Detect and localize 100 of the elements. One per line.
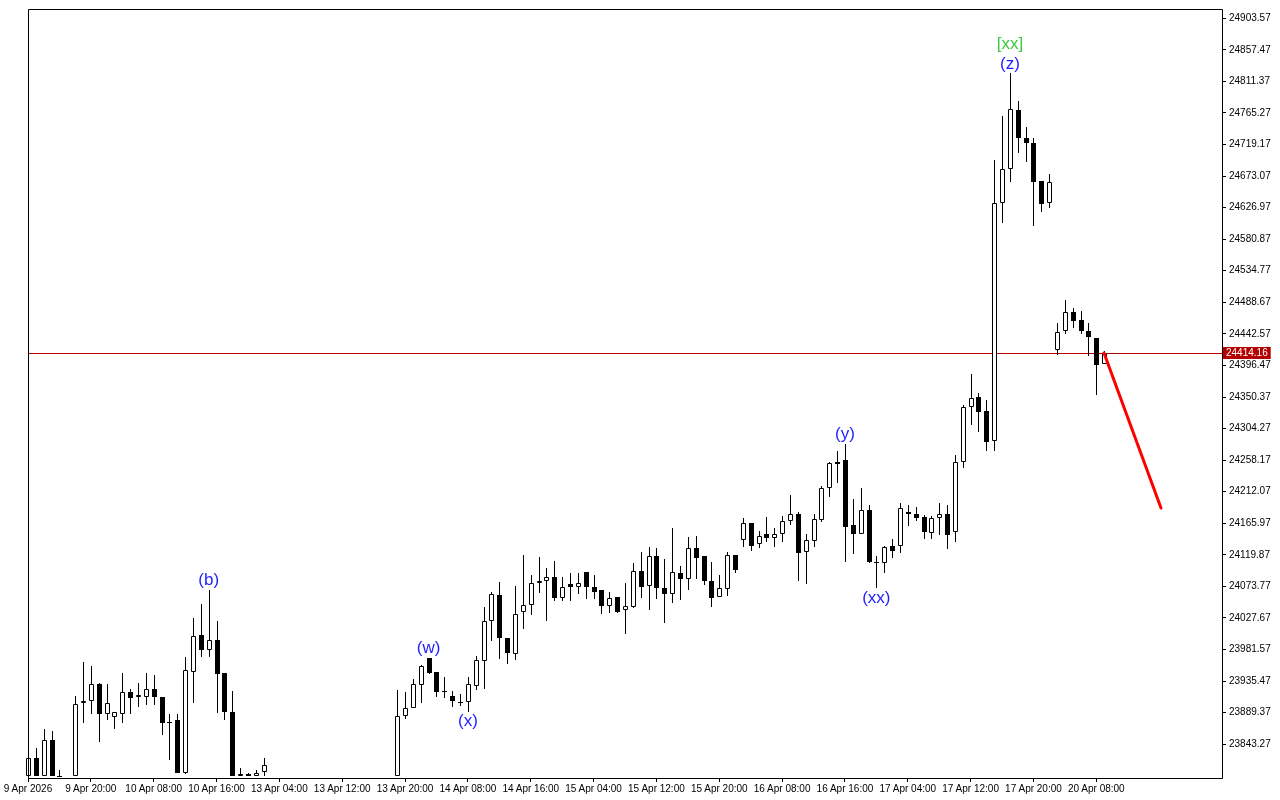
candlestick xyxy=(819,485,824,523)
y-tick-label: 24626.97 xyxy=(1229,201,1272,213)
candlestick xyxy=(647,546,652,611)
x-tick-label: 9 Apr 2026 xyxy=(3,782,53,794)
candlestick xyxy=(670,527,675,604)
candlestick xyxy=(544,567,549,622)
candlestick xyxy=(607,591,612,614)
y-tick-label: 24811.37 xyxy=(1229,75,1271,87)
candlestick xyxy=(120,672,125,724)
candlestick xyxy=(592,574,597,600)
x-tick-label: 15 Apr 12:00 xyxy=(628,782,686,794)
candlestick xyxy=(859,487,864,535)
y-tick-label: 24350.37 xyxy=(1229,390,1272,402)
candlestick xyxy=(717,574,722,598)
candlestick xyxy=(1008,72,1013,183)
candlestick xyxy=(694,535,699,580)
candlestick xyxy=(631,562,636,609)
candlestick xyxy=(1000,115,1005,224)
candlestick xyxy=(599,589,604,615)
annotation: (z) xyxy=(999,53,1020,73)
x-tick-label: 15 Apr 04:00 xyxy=(565,782,623,794)
x-tick-label: 17 Apr 20:00 xyxy=(1005,782,1063,794)
candlestick xyxy=(529,574,534,616)
x-tick-label: 13 Apr 20:00 xyxy=(376,782,434,794)
candlestick xyxy=(474,655,479,691)
candlestick xyxy=(568,572,573,602)
candlestick xyxy=(1055,322,1060,356)
candlestick xyxy=(992,159,997,452)
candlestick xyxy=(976,392,981,433)
y-tick-label: 24258.17 xyxy=(1229,453,1272,465)
candlestick xyxy=(929,515,934,540)
x-tick-label: 15 Apr 20:00 xyxy=(690,782,749,794)
y-tick-label: 24534.77 xyxy=(1229,264,1272,276)
candlestick xyxy=(81,661,86,724)
x-tick-label: 20 Apr 08:00 xyxy=(1067,782,1126,794)
candlestick xyxy=(42,728,47,777)
x-tick-label: 14 Apr 16:00 xyxy=(502,782,560,794)
candlestick xyxy=(183,656,188,775)
candlestick xyxy=(505,637,510,665)
candlestick xyxy=(191,617,196,704)
candlestick xyxy=(207,589,212,658)
candlestick xyxy=(906,504,911,527)
candlestick xyxy=(466,676,471,713)
x-tick-label: 13 Apr 12:00 xyxy=(313,782,371,794)
candlestick xyxy=(136,682,141,708)
candlestick xyxy=(105,683,110,721)
annotation: [xx] xyxy=(996,33,1024,53)
x-tick-label: 16 Apr 08:00 xyxy=(753,782,811,794)
y-tick-label: 24396.47 xyxy=(1229,359,1272,371)
annotation: (xx) xyxy=(862,587,891,607)
candlestick xyxy=(639,551,644,599)
candlestick xyxy=(513,585,518,661)
candlestick xyxy=(623,582,628,635)
annotation: (b) xyxy=(198,569,220,589)
candlestick xyxy=(662,558,667,624)
candlestick xyxy=(953,454,958,543)
candlestick xyxy=(521,554,526,630)
candlestick xyxy=(144,672,149,706)
x-tick-label: 13 Apr 04:00 xyxy=(251,782,309,794)
candlestick xyxy=(73,695,78,777)
y-tick-label: 23935.47 xyxy=(1229,674,1272,686)
x-tick-label: 10 Apr 16:00 xyxy=(188,782,246,794)
candlestick xyxy=(851,498,856,555)
candlestick xyxy=(827,461,832,498)
candlestick xyxy=(167,713,172,761)
candlestick xyxy=(725,551,730,597)
candlestick xyxy=(442,676,447,699)
candlestick xyxy=(709,561,714,608)
candlestick xyxy=(552,560,557,602)
candlestick xyxy=(937,502,942,536)
candlestick xyxy=(576,572,581,595)
y-tick-label: 24212.07 xyxy=(1229,485,1272,497)
candlestick xyxy=(560,576,565,602)
candlestick xyxy=(890,538,895,559)
y-tick-label: 24580.87 xyxy=(1229,232,1272,244)
candlestick xyxy=(458,693,463,707)
candlestick xyxy=(411,678,416,709)
candlestick xyxy=(434,671,439,698)
candlestick xyxy=(812,513,817,548)
candlestick xyxy=(874,555,879,589)
y-tick-label: 24304.27 xyxy=(1229,422,1272,434)
candlestick xyxy=(922,514,927,540)
y-tick-label: 24719.17 xyxy=(1229,138,1272,150)
candlestick xyxy=(1047,173,1052,209)
y-tick-label: 24442.57 xyxy=(1229,327,1272,339)
y-tick-label: 23843.27 xyxy=(1229,738,1272,750)
x-tick-label: 17 Apr 04:00 xyxy=(879,782,937,794)
candlestick xyxy=(804,533,809,585)
candlestick xyxy=(1039,180,1044,213)
candlestick xyxy=(780,515,785,543)
candlestick xyxy=(788,494,793,526)
candlestick xyxy=(128,688,133,715)
candlestick xyxy=(678,565,683,601)
candlestick xyxy=(1024,126,1029,163)
candlestick xyxy=(152,674,157,706)
x-tick-label: 9 Apr 20:00 xyxy=(65,782,117,794)
y-tick-label: 24857.47 xyxy=(1229,43,1272,55)
candlestick xyxy=(969,373,974,426)
y-tick-label: 24073.77 xyxy=(1229,580,1272,592)
y-tick-label: 24673.07 xyxy=(1229,169,1272,181)
